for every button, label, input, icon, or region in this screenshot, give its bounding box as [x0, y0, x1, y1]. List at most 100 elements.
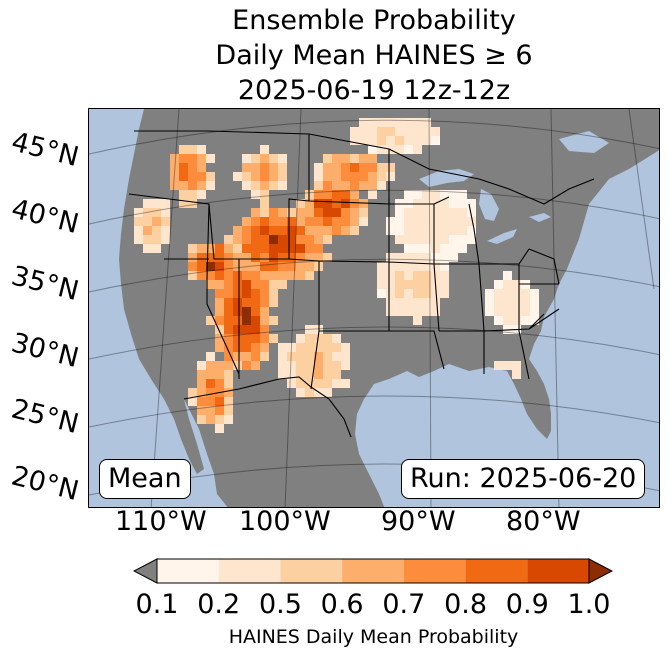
probability-cell	[296, 388, 305, 397]
probability-cell	[251, 289, 260, 298]
probability-cell	[215, 325, 224, 334]
probability-cell	[332, 154, 341, 163]
probability-cell	[215, 361, 224, 370]
probability-cell	[440, 208, 449, 217]
probability-cell	[395, 118, 404, 127]
probability-cell	[206, 181, 215, 190]
probability-cell	[305, 352, 314, 361]
probability-cell	[179, 181, 188, 190]
probability-cell	[188, 190, 197, 199]
probability-cell	[359, 154, 368, 163]
probability-cell	[179, 172, 188, 181]
probability-cell	[404, 271, 413, 280]
probability-cell	[251, 244, 260, 253]
probability-cell	[233, 289, 242, 298]
colorbar-tick-label: 0.9	[505, 589, 549, 620]
probability-cell	[287, 235, 296, 244]
probability-cell	[224, 271, 233, 280]
probability-cell	[242, 361, 251, 370]
probability-cell	[404, 145, 413, 154]
lon-label-100w: 100°W	[239, 506, 331, 537]
probability-cell	[215, 415, 224, 424]
probability-cell	[224, 244, 233, 253]
probability-cell	[341, 199, 350, 208]
probability-cell	[314, 163, 323, 172]
probability-cell	[440, 217, 449, 226]
probability-cell	[197, 271, 206, 280]
probability-cell	[314, 181, 323, 190]
probability-cell	[224, 325, 233, 334]
probability-cell	[377, 181, 386, 190]
probability-cell	[404, 262, 413, 271]
probability-cell	[215, 253, 224, 262]
probability-cell	[269, 289, 278, 298]
probability-cell	[224, 280, 233, 289]
probability-cell	[350, 217, 359, 226]
probability-cell	[332, 172, 341, 181]
probability-cell	[188, 163, 197, 172]
probability-cell	[467, 217, 476, 226]
probability-cell	[287, 244, 296, 253]
probability-cell	[359, 118, 368, 127]
probability-cell	[224, 253, 233, 262]
probability-cell	[269, 163, 278, 172]
probability-cell	[251, 316, 260, 325]
probability-cell	[224, 316, 233, 325]
probability-cell	[422, 226, 431, 235]
probability-cell	[323, 217, 332, 226]
probability-cell	[134, 226, 143, 235]
probability-cell	[431, 244, 440, 253]
probability-cell	[395, 253, 404, 262]
probability-cell	[323, 154, 332, 163]
probability-cell	[287, 343, 296, 352]
probability-cell	[233, 352, 242, 361]
probability-cell	[341, 226, 350, 235]
probability-cell	[269, 253, 278, 262]
probability-cell	[503, 316, 512, 325]
probability-cell	[368, 145, 377, 154]
probability-cell	[404, 136, 413, 145]
probability-cell	[242, 217, 251, 226]
probability-cell	[404, 190, 413, 199]
probability-cell	[278, 172, 287, 181]
probability-cell	[413, 253, 422, 262]
probability-cell	[179, 145, 188, 154]
probability-cell	[494, 361, 503, 370]
probability-cell	[386, 118, 395, 127]
probability-cell	[251, 352, 260, 361]
probability-cell	[233, 226, 242, 235]
probability-cell	[197, 406, 206, 415]
probability-cell	[413, 244, 422, 253]
probability-cell	[260, 172, 269, 181]
probability-cell	[368, 154, 377, 163]
probability-cell	[440, 190, 449, 199]
probability-cell	[431, 136, 440, 145]
probability-cell	[305, 253, 314, 262]
probability-cell	[422, 217, 431, 226]
probability-cell	[242, 172, 251, 181]
probability-cell	[368, 136, 377, 145]
lake-huron	[479, 189, 499, 221]
probability-cell	[404, 289, 413, 298]
probability-cell	[323, 199, 332, 208]
probability-cell	[143, 217, 152, 226]
probability-cell	[512, 298, 521, 307]
probability-cell	[314, 217, 323, 226]
probability-cell	[188, 172, 197, 181]
probability-cell	[386, 307, 395, 316]
probability-cell	[215, 289, 224, 298]
probability-cell	[377, 262, 386, 271]
probability-cell	[197, 190, 206, 199]
probability-cell	[215, 379, 224, 388]
probability-cell	[170, 181, 179, 190]
probability-cell	[341, 352, 350, 361]
probability-cell	[179, 190, 188, 199]
probability-cell	[224, 307, 233, 316]
probability-cell	[386, 163, 395, 172]
probability-cell	[197, 379, 206, 388]
probability-cell	[233, 253, 242, 262]
probability-cell	[260, 190, 269, 199]
probability-cell	[341, 181, 350, 190]
probability-cell	[233, 316, 242, 325]
map-panel: Mean Run: 2025-06-20	[88, 108, 660, 508]
